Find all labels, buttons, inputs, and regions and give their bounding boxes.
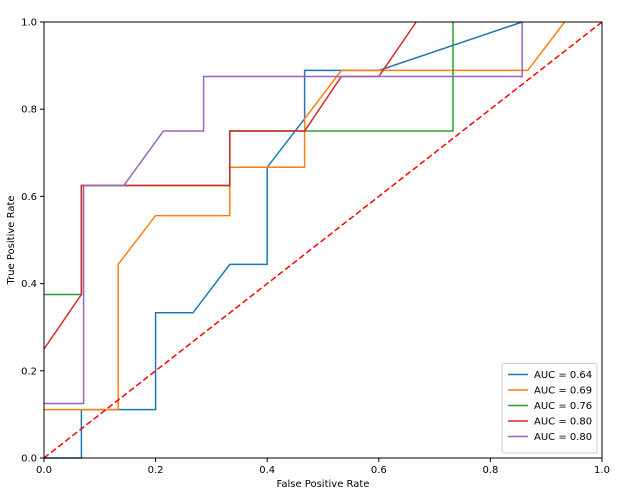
- plot-area-frame: [43, 21, 603, 459]
- x-tick-label: 1.0: [594, 465, 610, 476]
- chance-reference-line: [43, 21, 603, 459]
- x-axis-label: False Positive Rate: [277, 479, 370, 490]
- legend-label: AUC = 0.80: [534, 432, 592, 443]
- y-tick-label: 0.6: [21, 192, 37, 203]
- y-tick-label: 1.0: [21, 18, 37, 29]
- ticks-layer: 0.0 0.2 0.4 0.6 0.8 1.0 0.0 0.2 0.4 0.6 0.8 1.0: [21, 18, 610, 477]
- legend-label: AUC = 0.64: [534, 370, 592, 381]
- y-tick-label: 0.8: [21, 105, 37, 116]
- x-tick-label: 0.8: [482, 465, 498, 476]
- legend-box: [501, 363, 598, 454]
- y-tick-label: 0.0: [21, 454, 37, 465]
- y-tick-label: 0.4: [21, 279, 37, 290]
- y-axis-label: True Positive Rate: [6, 195, 17, 285]
- y-tick-label: 0.2: [21, 366, 37, 377]
- legend-label: AUC = 0.69: [534, 386, 592, 397]
- legend-label: AUC = 0.80: [534, 417, 592, 428]
- x-tick-label: 0.6: [371, 465, 387, 476]
- legend: AUC = 0.64 AUC = 0.69 AUC = 0.76 AUC = 0.80…: [501, 363, 598, 454]
- x-tick-label: 0.4: [259, 465, 275, 476]
- x-tick-label: 0.0: [36, 465, 52, 476]
- legend-label: AUC = 0.76: [534, 401, 592, 412]
- roc-curve-series-5: [44, 22, 523, 405]
- series-layer: [43, 21, 603, 459]
- x-tick-label: 0.2: [148, 465, 164, 476]
